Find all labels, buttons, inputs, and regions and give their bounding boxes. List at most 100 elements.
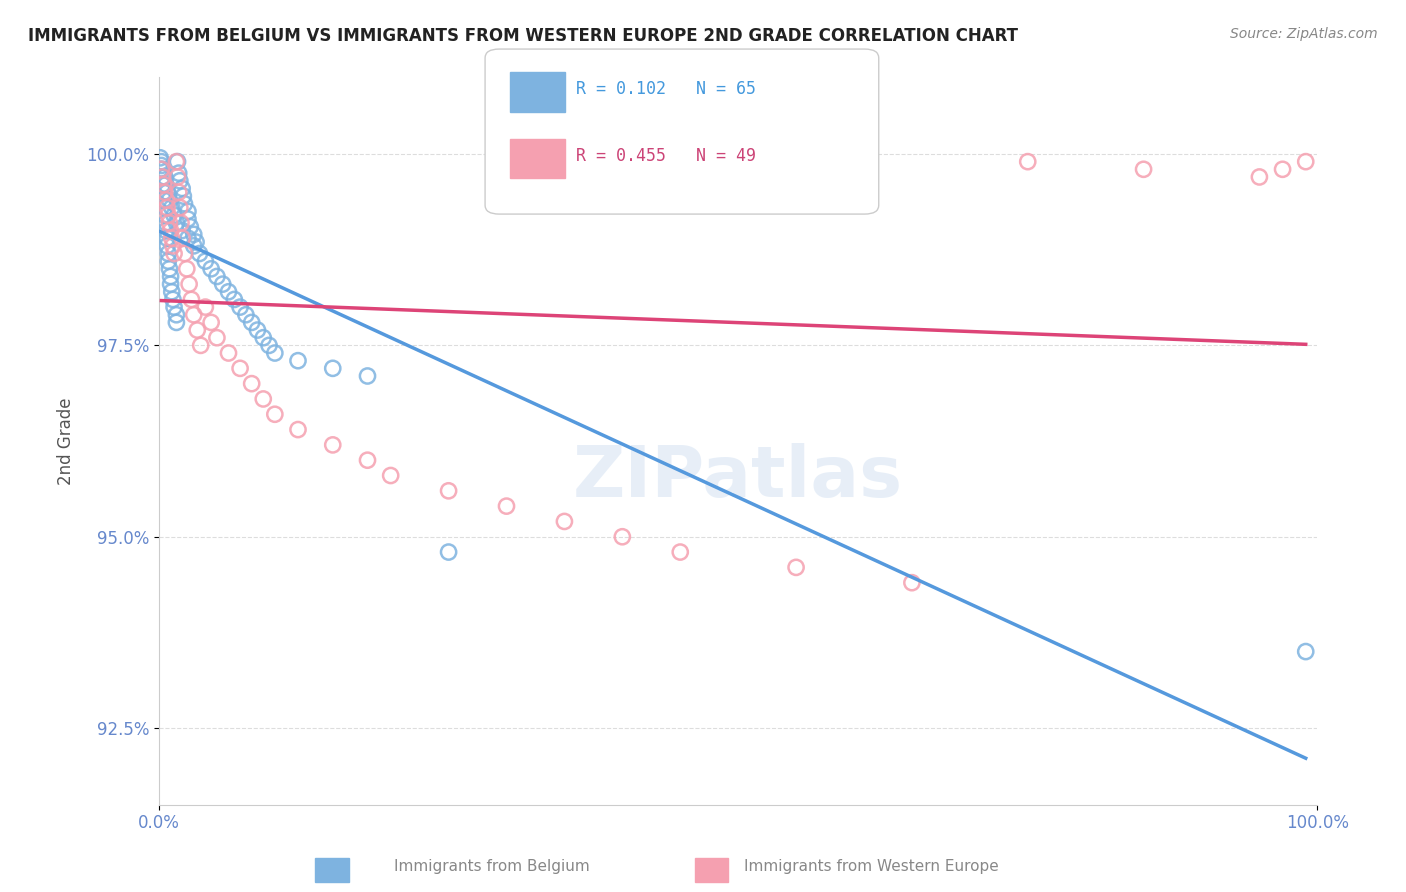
Point bbox=[1017, 154, 1039, 169]
Point bbox=[165, 216, 187, 230]
Point bbox=[172, 231, 194, 245]
Point bbox=[263, 346, 285, 360]
Point bbox=[218, 285, 240, 299]
Point bbox=[200, 315, 222, 329]
Point bbox=[159, 269, 181, 284]
Point bbox=[152, 193, 174, 207]
Point bbox=[1295, 154, 1317, 169]
Point bbox=[165, 154, 187, 169]
Point bbox=[172, 223, 194, 237]
Point bbox=[159, 193, 181, 207]
Point bbox=[156, 239, 179, 253]
Point bbox=[170, 216, 193, 230]
Point bbox=[252, 331, 274, 345]
Y-axis label: 2nd Grade: 2nd Grade bbox=[58, 397, 75, 485]
Point bbox=[380, 468, 402, 483]
Point bbox=[901, 575, 924, 590]
Point bbox=[205, 269, 228, 284]
Point bbox=[194, 300, 217, 314]
Point bbox=[159, 261, 181, 276]
Point bbox=[153, 169, 176, 184]
Point bbox=[159, 223, 181, 237]
Point bbox=[155, 223, 177, 237]
Point bbox=[205, 331, 228, 345]
Point bbox=[200, 261, 222, 276]
Point bbox=[263, 407, 285, 421]
Point bbox=[173, 246, 195, 260]
Text: Immigrants from Belgium: Immigrants from Belgium bbox=[394, 859, 591, 874]
Point bbox=[669, 545, 692, 559]
Point bbox=[152, 162, 174, 177]
Point bbox=[229, 361, 252, 376]
Point bbox=[152, 178, 174, 192]
Point bbox=[495, 499, 517, 513]
Point bbox=[157, 254, 180, 268]
Point bbox=[194, 254, 217, 268]
Point bbox=[169, 174, 191, 188]
Point bbox=[177, 204, 200, 219]
Point bbox=[177, 212, 200, 227]
Point bbox=[322, 361, 344, 376]
Text: Immigrants from Western Europe: Immigrants from Western Europe bbox=[744, 859, 1000, 874]
Point bbox=[229, 300, 252, 314]
Point bbox=[257, 338, 280, 352]
Point bbox=[172, 181, 194, 195]
Point bbox=[150, 159, 173, 173]
Point bbox=[157, 246, 180, 260]
Point bbox=[437, 545, 460, 559]
Point bbox=[287, 353, 309, 368]
Point bbox=[155, 216, 177, 230]
Point bbox=[322, 438, 344, 452]
Point bbox=[167, 166, 190, 180]
Point bbox=[173, 196, 195, 211]
Point bbox=[252, 392, 274, 406]
Point bbox=[165, 308, 187, 322]
Point bbox=[176, 261, 198, 276]
Text: Source: ZipAtlas.com: Source: ZipAtlas.com bbox=[1230, 27, 1378, 41]
Point bbox=[155, 193, 177, 207]
Point bbox=[169, 201, 191, 215]
Point bbox=[156, 186, 179, 200]
Point bbox=[183, 239, 205, 253]
Point bbox=[224, 293, 246, 307]
Point bbox=[166, 169, 188, 184]
Point bbox=[172, 189, 194, 203]
Point bbox=[150, 162, 173, 177]
Point bbox=[437, 483, 460, 498]
Point bbox=[157, 208, 180, 222]
Point bbox=[356, 453, 378, 467]
Point bbox=[166, 154, 188, 169]
Point bbox=[153, 208, 176, 222]
Point bbox=[356, 369, 378, 384]
Point bbox=[162, 293, 184, 307]
Point bbox=[190, 338, 212, 352]
Point bbox=[163, 208, 186, 222]
Text: R = 0.102   N = 65: R = 0.102 N = 65 bbox=[576, 80, 756, 98]
Point bbox=[211, 277, 233, 292]
Point bbox=[246, 323, 269, 337]
Point bbox=[179, 219, 201, 234]
Point bbox=[149, 151, 172, 165]
Point bbox=[165, 315, 187, 329]
Point bbox=[553, 515, 575, 529]
Point bbox=[163, 246, 186, 260]
Point bbox=[160, 231, 183, 245]
Text: R = 0.455   N = 49: R = 0.455 N = 49 bbox=[576, 147, 756, 165]
Text: IMMIGRANTS FROM BELGIUM VS IMMIGRANTS FROM WESTERN EUROPE 2ND GRADE CORRELATION : IMMIGRANTS FROM BELGIUM VS IMMIGRANTS FR… bbox=[28, 27, 1018, 45]
Point bbox=[152, 169, 174, 184]
Point bbox=[162, 239, 184, 253]
Point bbox=[159, 277, 181, 292]
Point bbox=[177, 231, 200, 245]
Point bbox=[785, 560, 807, 574]
Point bbox=[218, 346, 240, 360]
Point bbox=[152, 186, 174, 200]
Point bbox=[1249, 169, 1271, 184]
Point bbox=[287, 423, 309, 437]
Point bbox=[153, 201, 176, 215]
Point bbox=[159, 216, 181, 230]
Point bbox=[179, 277, 201, 292]
Point bbox=[1295, 644, 1317, 658]
Point bbox=[149, 162, 172, 177]
Point bbox=[183, 227, 205, 242]
Point bbox=[188, 246, 211, 260]
